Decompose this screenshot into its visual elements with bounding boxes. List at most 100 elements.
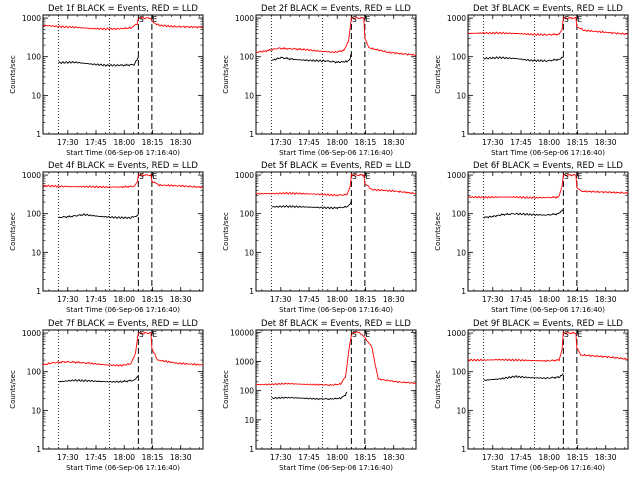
start-marker-s: S [139, 15, 144, 24]
panel-det-7: Det 7f BLACK = Events, RED = LLD 1 10 100 10… [9, 319, 204, 472]
x-tick-label: 17:30 [270, 138, 292, 147]
x-tick-label: 18:30 [170, 453, 192, 462]
x-tick-label: 18:30 [595, 138, 617, 147]
x-tick-label: 18:15 [355, 453, 377, 462]
events-series-line [483, 209, 564, 219]
start-marker-s: S [564, 330, 569, 339]
end-marker-e: E [365, 172, 370, 181]
x-tick-label: 18:15 [567, 138, 589, 147]
y-axis-label: Counts/sec [434, 370, 442, 409]
events-series-line [58, 375, 139, 384]
y-axis-label: Counts/sec [9, 55, 17, 94]
x-tick-label: 17:45 [85, 138, 107, 147]
x-tick-label: 18:30 [595, 453, 617, 462]
plot-frame [467, 171, 629, 292]
x-tick-label: 17:30 [482, 295, 504, 304]
lld-series-line [255, 16, 417, 56]
plot-frame [467, 14, 629, 135]
panel-det-5: Det 5f BLACK = Events, RED = LLD 1 10 100 10… [222, 161, 417, 314]
start-marker-s: S [564, 15, 569, 24]
x-tick-label: 17:30 [270, 453, 292, 462]
x-tick-label: 17:30 [57, 295, 79, 304]
lld-series-line [256, 331, 416, 387]
y-tick-label: 100 [240, 387, 255, 396]
panel-det-8: Det 8f BLACK = Events, RED = LLD 1 10 100 10… [222, 319, 417, 472]
x-axis-label: Start Time (06-Sep-06 17:16:40) [66, 306, 180, 314]
x-tick-label: 18:15 [142, 138, 164, 147]
x-tick-label: 17:45 [298, 453, 320, 462]
events-series-line [483, 373, 564, 381]
x-tick-label: 17:30 [482, 453, 504, 462]
end-marker-e: E [365, 15, 370, 24]
y-tick-label: 1 [36, 287, 41, 296]
x-tick-label: 18:30 [595, 295, 617, 304]
start-marker-s: S [564, 172, 569, 181]
start-marker-s: S [139, 172, 144, 181]
y-tick-label: 10 [31, 91, 41, 100]
lld-series-line [255, 173, 417, 197]
y-tick-label: 10 [456, 248, 466, 257]
panel-det-4: Det 4f BLACK = Events, RED = LLD 1 10 100 10… [9, 161, 204, 314]
x-tick-label: 17:45 [85, 295, 107, 304]
y-tick-label: 1000 [235, 14, 254, 23]
lld-series-line [42, 331, 204, 367]
panel-title: Det 1f BLACK = Events, RED = LLD [48, 4, 198, 14]
y-tick-label: 100 [27, 368, 42, 377]
lld-series-line [42, 173, 204, 189]
start-marker-s: S [352, 172, 357, 181]
y-tick-label: 10 [244, 416, 254, 425]
x-tick-label: 18:15 [567, 453, 589, 462]
y-tick-label: 10 [244, 248, 254, 257]
y-tick-label: 1 [249, 445, 254, 454]
y-tick-label: 1 [461, 287, 466, 296]
lld-series-line [467, 173, 629, 200]
lld-series-line [42, 16, 204, 31]
y-tick-label: 1000 [447, 171, 466, 180]
panel-title: Det 9f BLACK = Events, RED = LLD [473, 319, 623, 329]
lld-series-line [467, 331, 629, 363]
events-series-line [271, 53, 352, 64]
x-tick-label: 17:30 [57, 138, 79, 147]
events-series-line [58, 213, 139, 220]
end-marker-e: E [152, 330, 157, 339]
x-tick-label: 17:45 [85, 453, 107, 462]
x-axis-label: Start Time (06-Sep-06 17:16:40) [491, 306, 605, 314]
end-marker-e: E [152, 172, 157, 181]
x-tick-label: 18:30 [383, 453, 405, 462]
events-series-line [483, 56, 564, 63]
y-tick-label: 10 [456, 406, 466, 415]
y-tick-label: 1 [36, 445, 41, 454]
y-tick-label: 100 [452, 53, 467, 62]
plot-frame [467, 329, 629, 450]
x-tick-label: 17:45 [510, 138, 532, 147]
x-axis-label: Start Time (06-Sep-06 17:16:40) [279, 306, 393, 314]
end-marker-e: E [152, 15, 157, 24]
y-tick-label: 100 [452, 210, 467, 219]
x-tick-label: 18:30 [383, 138, 405, 147]
y-tick-label: 10 [31, 406, 41, 415]
x-tick-label: 18:00 [326, 453, 348, 462]
x-tick-label: 17:45 [298, 138, 320, 147]
x-axis-label: Start Time (06-Sep-06 17:16:40) [491, 464, 605, 472]
panel-title: Det 7f BLACK = Events, RED = LLD [48, 319, 198, 329]
y-tick-label: 1000 [235, 171, 254, 180]
x-tick-label: 17:45 [510, 295, 532, 304]
x-axis-label: Start Time (06-Sep-06 17:16:40) [491, 149, 605, 157]
panel-title: Det 5f BLACK = Events, RED = LLD [261, 161, 411, 171]
y-tick-label: 1000 [22, 171, 41, 180]
x-axis-label: Start Time (06-Sep-06 17:16:40) [279, 464, 393, 472]
x-tick-label: 18:00 [538, 138, 560, 147]
x-tick-label: 18:30 [170, 138, 192, 147]
y-axis-label: Counts/sec [222, 370, 230, 409]
y-tick-label: 100 [27, 53, 42, 62]
x-tick-label: 18:15 [142, 453, 164, 462]
panel-title: Det 3f BLACK = Events, RED = LLD [473, 4, 623, 14]
events-series-line [271, 391, 348, 401]
y-tick-label: 1000 [22, 14, 41, 23]
y-axis-label: Counts/sec [434, 55, 442, 94]
x-tick-label: 18:00 [538, 453, 560, 462]
y-tick-label: 10000 [230, 328, 254, 337]
x-tick-label: 18:00 [113, 295, 135, 304]
x-tick-label: 17:30 [270, 295, 292, 304]
